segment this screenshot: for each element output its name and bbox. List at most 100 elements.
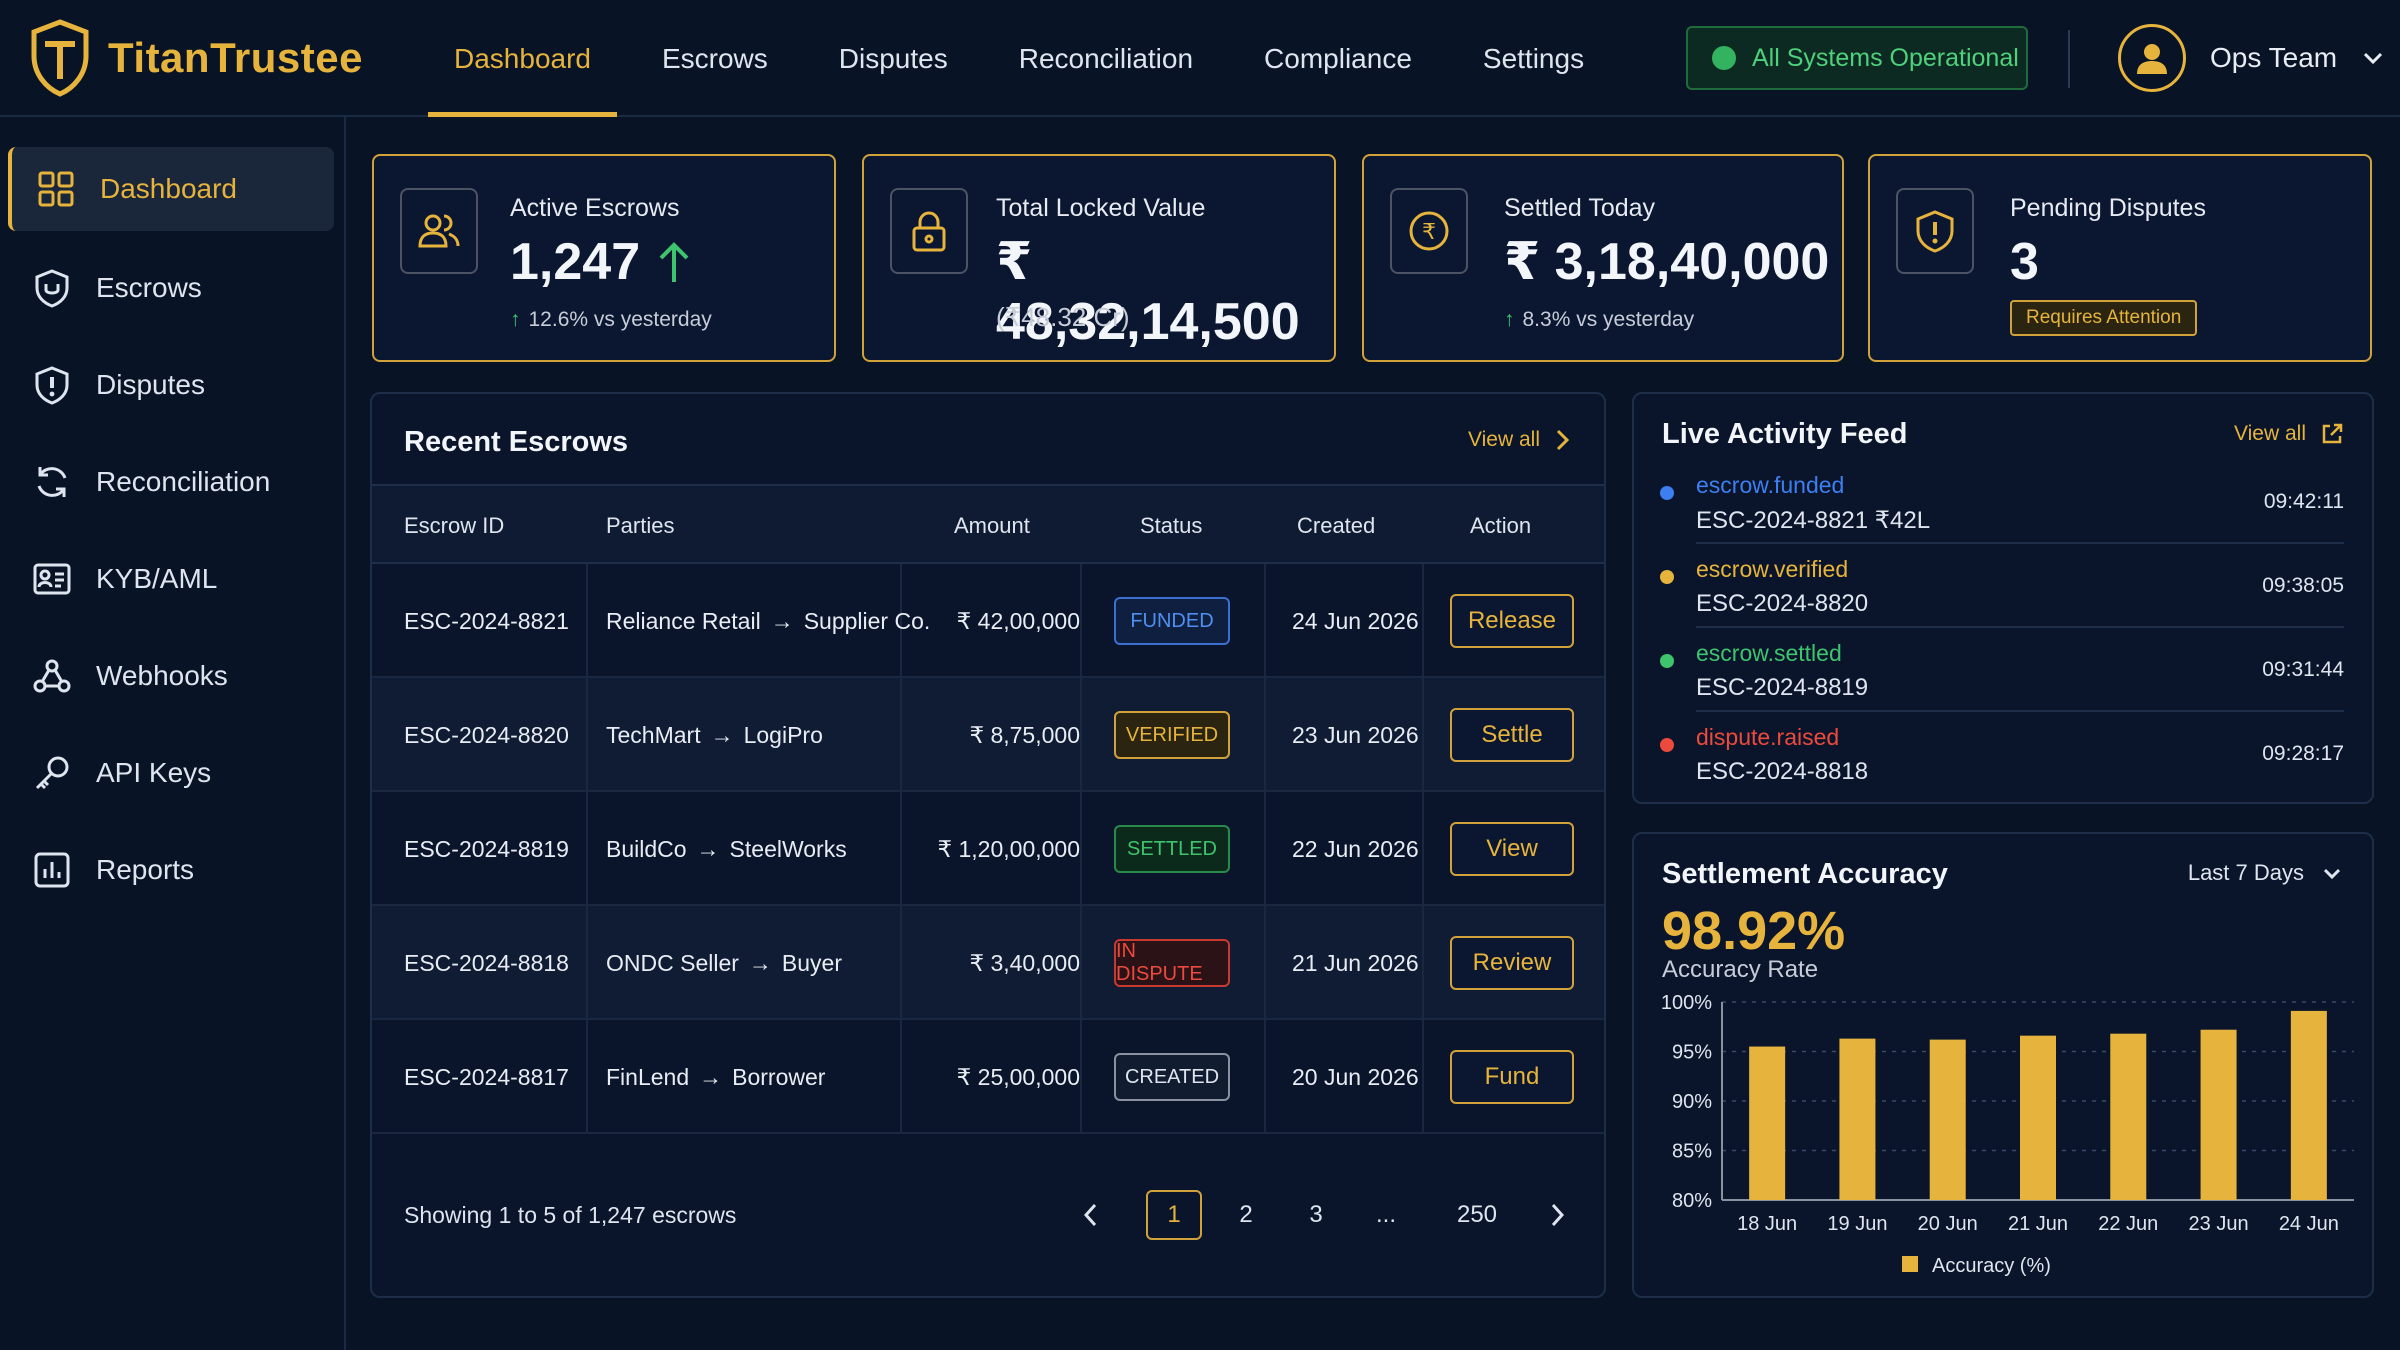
page-button-250[interactable]: 250 (1456, 1201, 1498, 1228)
page-ellipsis: ... (1375, 1201, 1396, 1228)
column-header: Created (1297, 513, 1376, 538)
stat-card-total-locked-value[interactable]: Total Locked Value ₹ 48,32,14,500 (₹48.3… (862, 154, 1336, 362)
escrow-parties: TechMart → LogiPro (606, 721, 823, 748)
column-divider (1264, 792, 1266, 906)
activity-item[interactable]: escrow.funded ESC-2024-8821 ₹42L 09:42:1… (1634, 460, 2372, 544)
column-divider (1264, 678, 1266, 792)
nav-escrows[interactable]: Escrows (661, 42, 768, 74)
action-cell: Review (1450, 906, 1574, 1020)
page-button-1[interactable]: 1 (1146, 1190, 1202, 1240)
recent-escrows-panel: Recent Escrows View all Escrow ID Partie… (370, 392, 1606, 1298)
column-divider (1422, 1020, 1424, 1134)
next-page-button[interactable] (1542, 1190, 1572, 1240)
sidebar-item-disputes[interactable]: Disputes (8, 343, 334, 427)
system-status-badge[interactable]: All Systems Operational (1686, 26, 2028, 90)
escrow-amount: ₹ 8,75,000 (969, 721, 1080, 748)
event-ref: ESC-2024-8821 ₹42L (1696, 507, 1931, 534)
stat-card-pending-disputes[interactable]: Pending Disputes 3 Requires Attention (1868, 154, 2372, 362)
activity-item[interactable]: escrow.verified ESC-2024-8820 09:38:05 (1634, 544, 2372, 628)
column-divider (1422, 906, 1424, 1020)
arrow-right-icon: → (699, 1063, 723, 1090)
event-name: escrow.settled (1696, 640, 1842, 666)
bar (2020, 1035, 2056, 1200)
rupee-coin-icon: ₹ (1390, 188, 1468, 274)
table-row[interactable]: ESC-2024-8819 BuildCo → SteelWorks ₹ 1,2… (372, 792, 1604, 906)
column-divider (1264, 906, 1266, 1020)
column-divider (586, 564, 588, 678)
page-button-2[interactable]: 2 (1239, 1201, 1253, 1228)
status-badge: FUNDED (1114, 597, 1230, 645)
user-name: Ops Team (2210, 42, 2338, 73)
action-cell: Release (1450, 564, 1574, 678)
stat-change: ↑ 12.6% vs yesterday (510, 308, 712, 331)
arrow-up-small-icon: ↑ (510, 308, 521, 331)
settlement-accuracy-panel: Settlement Accuracy Last 7 Days 98.92% A… (1632, 832, 2374, 1298)
row-action-button[interactable]: Release (1450, 594, 1574, 648)
page-button-3[interactable]: 3 (1309, 1201, 1323, 1228)
stat-change: ↑ 8.3% vs yesterday (1504, 308, 1695, 331)
event-ref: ESC-2024-8820 (1696, 590, 1869, 617)
column-divider (900, 1020, 902, 1134)
requires-attention-badge[interactable]: Requires Attention (2010, 300, 2198, 336)
sidebar-item-label: Dashboard (100, 173, 237, 204)
sidebar-item-escrows[interactable]: Escrows (8, 246, 334, 330)
sidebar-item-reconciliation[interactable]: Reconciliation (8, 440, 334, 524)
feed-divider (1696, 542, 2344, 544)
column-divider (900, 564, 902, 678)
nav-settings[interactable]: Settings (1482, 42, 1585, 74)
view-all-escrows-link[interactable]: View all (1468, 428, 1570, 452)
panel-title: Settlement Accuracy (1662, 858, 1948, 890)
nav-reconciliation[interactable]: Reconciliation (1018, 42, 1194, 74)
sidebar-item-label: KYB/AML (96, 563, 218, 594)
sidebar-item-webhooks[interactable]: Webhooks (8, 634, 334, 718)
table-row[interactable]: ESC-2024-8821 Reliance Retail → Supplier… (372, 564, 1604, 678)
action-cell: Fund (1450, 1020, 1574, 1134)
activity-item[interactable]: dispute.raised ESC-2024-8818 09:28:17 (1634, 712, 2372, 796)
nav-compliance[interactable]: Compliance (1264, 42, 1412, 74)
row-action-button[interactable]: View (1450, 822, 1574, 876)
escrow-created: 24 Jun 2026 (1292, 607, 1419, 634)
column-divider (1080, 564, 1082, 678)
escrow-id: ESC-2024-8820 (404, 721, 569, 748)
stat-label: Pending Disputes (2010, 194, 2206, 222)
status-cell: CREATED (1114, 1020, 1230, 1134)
range-dropdown[interactable]: Last 7 Days (2188, 860, 2342, 886)
nav-disputes[interactable]: Disputes (838, 42, 948, 74)
accuracy-bar-chart: 80% 85% 90% 95% 100% 18 Jun 19 Jun 20 Jun 21 Jun… (1661, 992, 2354, 1277)
view-all-feed-link[interactable]: View all (2234, 422, 2344, 446)
event-name: escrow.funded (1696, 472, 1845, 498)
sidebar-item-api-keys[interactable]: API Keys (8, 731, 334, 815)
escrow-created: 20 Jun 2026 (1292, 1063, 1419, 1090)
event-dot-icon (1660, 570, 1674, 584)
sidebar-item-dashboard[interactable]: Dashboard (8, 147, 334, 231)
row-action-button[interactable]: Settle (1450, 708, 1574, 762)
column-divider (1080, 678, 1082, 792)
table-row[interactable]: ESC-2024-8818 ONDC Seller → Buyer ₹ 3,40… (372, 906, 1604, 1020)
shield-logo-icon (31, 19, 89, 97)
stat-card-settled-today[interactable]: ₹ Settled Today ₹ 3,18,40,000 ↑ 8.3% vs … (1362, 154, 1844, 362)
escrow-amount: ₹ 25,00,000 (956, 1063, 1080, 1090)
table-row[interactable]: ESC-2024-8820 TechMart → LogiPro ₹ 8,75,… (372, 678, 1604, 792)
column-divider (1264, 1020, 1266, 1134)
feed-divider (1696, 710, 2344, 712)
escrow-id: ESC-2024-8817 (404, 1063, 569, 1090)
column-divider (586, 792, 588, 906)
sidebar-item-kyb-aml[interactable]: KYB/AML (8, 537, 334, 621)
nav-dashboard[interactable]: Dashboard (428, 0, 617, 117)
table-row[interactable]: ESC-2024-8817 FinLend → Borrower ₹ 25,00… (372, 1020, 1604, 1134)
y-tick-label: 90% (1672, 1091, 1712, 1113)
y-tick-label: 95% (1672, 1042, 1712, 1064)
brand-logo[interactable]: TitanTrustee (28, 18, 363, 98)
row-action-button[interactable]: Fund (1450, 1050, 1574, 1104)
stat-card-active-escrows[interactable]: Active Escrows 1,247 ↑ 12.6% vs yesterda… (372, 154, 836, 362)
user-menu[interactable]: Ops Team (2118, 24, 2385, 92)
escrow-created: 21 Jun 2026 (1292, 949, 1419, 976)
escrow-parties: FinLend → Borrower (606, 1063, 826, 1090)
sidebar-item-reports[interactable]: Reports (8, 828, 334, 912)
activity-item[interactable]: escrow.settled ESC-2024-8819 09:31:44 (1634, 628, 2372, 712)
status-badge: IN DISPUTE (1114, 939, 1230, 987)
prev-page-button[interactable] (1076, 1190, 1106, 1240)
arrow-right-icon: → (748, 949, 772, 976)
row-action-button[interactable]: Review (1450, 936, 1574, 990)
shield-alert-icon (1896, 188, 1974, 274)
